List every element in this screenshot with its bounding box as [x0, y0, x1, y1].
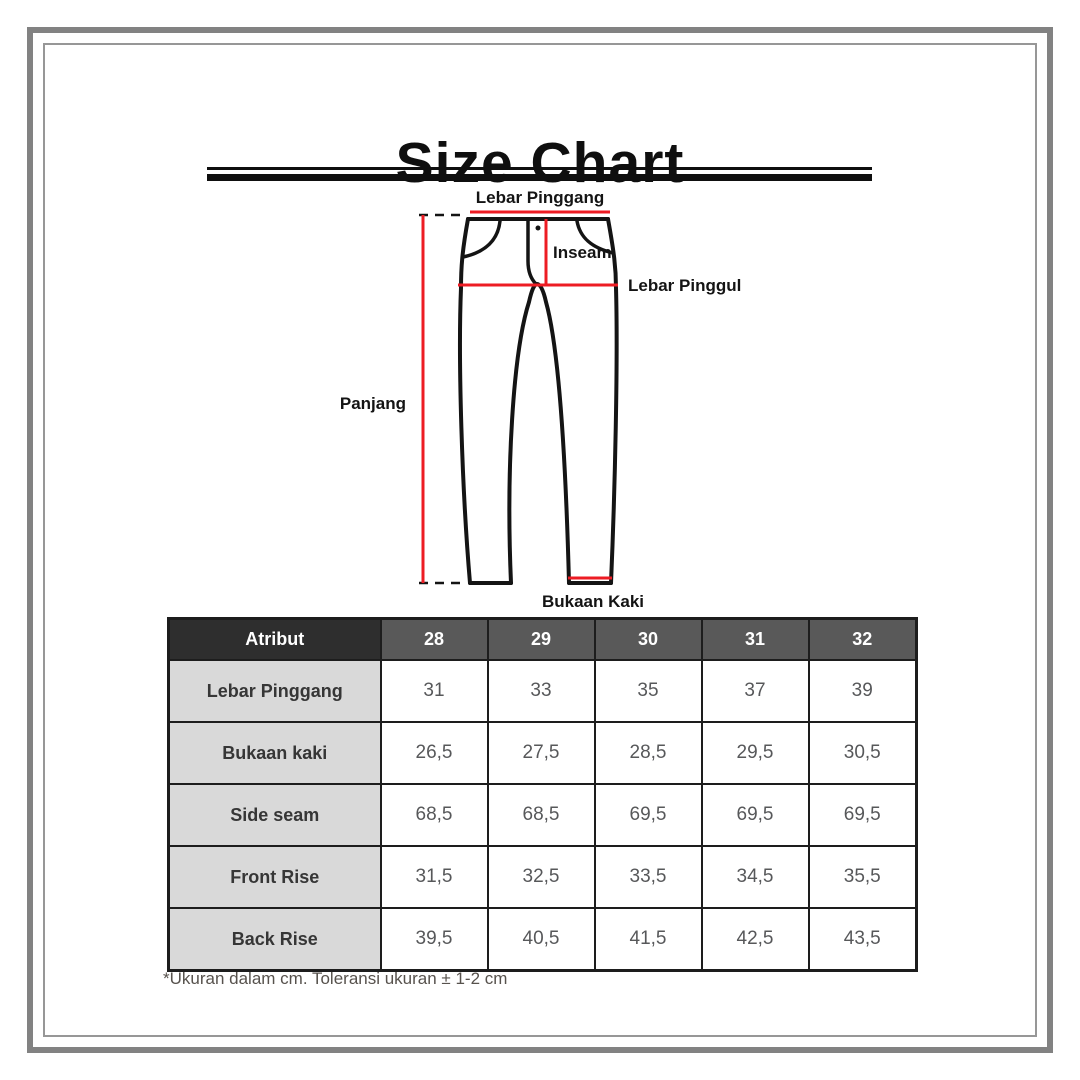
size-header-cell: 31 — [700, 617, 810, 661]
table-row: Back Rise 39,5 40,5 41,5 42,5 43,5 — [167, 907, 918, 972]
label-waist: Lebar Pinggang — [475, 188, 605, 207]
value-cell: 68,5 — [379, 783, 489, 847]
table-row: Lebar Pinggang 31 33 35 37 39 — [167, 659, 918, 723]
value-cell: 43,5 — [807, 907, 918, 972]
value-cell: 31,5 — [379, 845, 489, 909]
label-length: Panjang — [339, 394, 406, 413]
value-cell: 30,5 — [807, 721, 918, 785]
value-cell: 26,5 — [379, 721, 489, 785]
value-cell: 32,5 — [486, 845, 596, 909]
label-leg-opening: Bukaan Kaki — [541, 592, 645, 611]
value-cell: 69,5 — [700, 783, 810, 847]
row-label-cell: Back Rise — [167, 907, 382, 972]
size-header-cell: 29 — [486, 617, 596, 661]
value-cell: 37 — [700, 659, 810, 723]
outer-frame — [27, 27, 1053, 1053]
row-label-cell: Bukaan kaki — [167, 721, 382, 785]
page-title: Size Chart — [395, 131, 685, 196]
table-row: Side seam 68,5 68,5 69,5 69,5 69,5 — [167, 783, 918, 847]
label-inseam: Inseam — [553, 243, 612, 262]
value-cell: 27,5 — [486, 721, 596, 785]
value-cell: 39 — [807, 659, 918, 723]
size-header-cell: 30 — [593, 617, 703, 661]
title-rule-thin — [207, 167, 872, 170]
value-cell: 35 — [593, 659, 703, 723]
value-cell: 29,5 — [700, 721, 810, 785]
value-cell: 41,5 — [593, 907, 703, 972]
value-cell: 68,5 — [486, 783, 596, 847]
label-hip: Lebar Pinggul — [628, 276, 742, 295]
inner-frame — [43, 43, 1037, 1037]
row-label-cell: Front Rise — [167, 845, 382, 909]
table-header-row: Atribut 28 29 30 31 32 — [167, 617, 918, 661]
table-row: Bukaan kaki 26,5 27,5 28,5 29,5 30,5 — [167, 721, 918, 785]
row-label-cell: Lebar Pinggang — [167, 659, 382, 723]
size-chart-table: Atribut 28 29 30 31 32 Lebar Pinggang 31… — [167, 617, 918, 972]
value-cell: 34,5 — [700, 845, 810, 909]
table-row: Front Rise 31,5 32,5 33,5 34,5 35,5 — [167, 845, 918, 909]
value-cell: 39,5 — [379, 907, 489, 972]
value-cell: 69,5 — [593, 783, 703, 847]
value-cell: 28,5 — [593, 721, 703, 785]
attribute-header-cell: Atribut — [167, 617, 382, 661]
value-cell: 31 — [379, 659, 489, 723]
measurement-note: *Ukuran dalam cm. Toleransi ukuran ± 1-2… — [163, 969, 508, 988]
size-header-cell: 28 — [379, 617, 489, 661]
title-rule-thick — [207, 174, 872, 181]
value-cell: 42,5 — [700, 907, 810, 972]
value-cell: 35,5 — [807, 845, 918, 909]
row-label-cell: Side seam — [167, 783, 382, 847]
value-cell: 33,5 — [593, 845, 703, 909]
size-header-cell: 32 — [807, 617, 918, 661]
value-cell: 69,5 — [807, 783, 918, 847]
value-cell: 40,5 — [486, 907, 596, 972]
value-cell: 33 — [486, 659, 596, 723]
